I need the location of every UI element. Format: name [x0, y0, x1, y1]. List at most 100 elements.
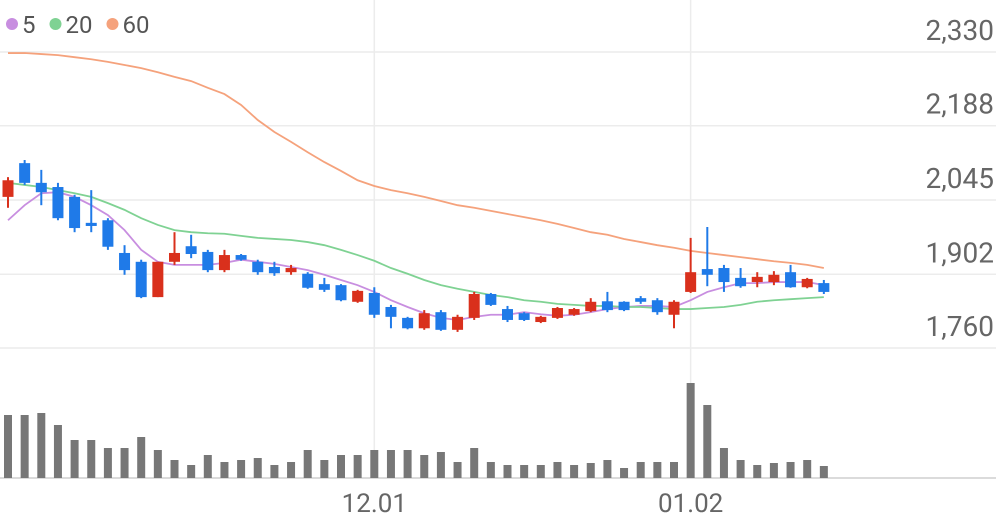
- volume-bar: [120, 448, 129, 478]
- volume-bar: [370, 450, 379, 478]
- volume-bar: [53, 425, 62, 478]
- volume-bar: [70, 440, 79, 478]
- candle-body: [119, 252, 131, 271]
- volume-bar: [536, 465, 545, 478]
- volume-bar: [620, 468, 629, 478]
- volume-bar: [137, 437, 146, 478]
- volume-bar: [470, 448, 479, 478]
- volume-bar: [287, 462, 296, 478]
- ma-line: [8, 52, 825, 269]
- volume-bar: [87, 440, 96, 478]
- candle-body: [235, 255, 247, 260]
- volume-bar: [220, 462, 229, 478]
- legend-marker: [49, 18, 62, 30]
- candle-body: [618, 301, 630, 311]
- volume-bar: [603, 460, 612, 478]
- candle-body: [818, 283, 830, 292]
- volume-bar: [803, 460, 812, 478]
- candle-body: [402, 317, 414, 329]
- candle-body: [335, 285, 347, 301]
- y-tick-label: 2,188: [926, 88, 994, 121]
- candle-body: [435, 312, 447, 330]
- candle-body: [69, 196, 81, 229]
- candle-body: [785, 272, 797, 288]
- candle-body: [268, 266, 280, 274]
- candle-body: [685, 272, 697, 292]
- legend-marker: [106, 18, 119, 30]
- volume-bar: [520, 465, 529, 478]
- candle-body: [535, 316, 547, 323]
- volume-bar: [353, 455, 362, 478]
- candle-body: [418, 313, 430, 329]
- volume-bar: [819, 466, 828, 478]
- legend-label: 60: [122, 11, 149, 39]
- candle-body: [518, 313, 530, 320]
- volume-bar: [403, 450, 412, 478]
- candle-body: [218, 255, 230, 271]
- candle-body: [585, 301, 597, 312]
- candle-body: [185, 246, 197, 255]
- candle-body: [302, 273, 314, 288]
- candle-body: [751, 276, 763, 283]
- volume-bar: [686, 383, 695, 478]
- volume-bar: [153, 450, 162, 478]
- legend-label: 5: [22, 11, 36, 39]
- volume-bar: [503, 465, 512, 478]
- candle-body: [2, 180, 14, 197]
- x-tick-label: 12.01: [342, 489, 407, 519]
- candle-body: [85, 222, 97, 226]
- volume-bar: [570, 465, 579, 478]
- legend-label: 20: [66, 11, 93, 39]
- candle-body: [718, 268, 730, 283]
- volume-bar: [636, 462, 645, 478]
- volume-bar: [270, 465, 279, 478]
- volume-bar: [386, 450, 395, 478]
- volume-bar: [586, 463, 595, 478]
- ma-line: [7, 191, 825, 321]
- volume-bar: [20, 415, 29, 478]
- candle-body: [651, 300, 663, 313]
- candle-body: [502, 309, 513, 320]
- ma-line: [7, 181, 824, 310]
- candle-body: [368, 292, 380, 315]
- volume-bar: [753, 465, 762, 478]
- candle-body: [701, 269, 713, 275]
- candle-body: [601, 301, 613, 311]
- volume-bar: [719, 448, 728, 478]
- volume-bar: [203, 455, 212, 478]
- candle-body: [52, 187, 64, 219]
- candle-body: [152, 261, 164, 298]
- candle-body: [102, 220, 114, 247]
- volume-bar: [4, 415, 12, 478]
- candle-body: [318, 284, 330, 290]
- volume-bar: [337, 455, 345, 478]
- volume-bar: [37, 413, 46, 478]
- volume-bar: [553, 462, 562, 478]
- candle-body: [202, 251, 214, 271]
- volume-bar: [786, 462, 795, 478]
- volume-bar: [237, 460, 246, 478]
- candle-body: [452, 316, 464, 330]
- volume-bar: [703, 405, 712, 478]
- y-tick-label: 2,045: [926, 162, 994, 195]
- candle-body: [252, 261, 264, 273]
- candle-body: [768, 274, 780, 283]
- candle-body: [468, 293, 480, 318]
- y-tick-label: 1,902: [926, 236, 994, 269]
- volume-bar: [303, 450, 312, 478]
- volume-bar: [187, 465, 196, 478]
- candle-body: [735, 277, 747, 287]
- volume-bar: [170, 460, 179, 478]
- volume-bar: [769, 463, 778, 478]
- volume-bar: [653, 462, 662, 478]
- candle-body: [135, 261, 147, 298]
- volume-bar: [436, 452, 445, 478]
- legend-marker: [6, 18, 18, 30]
- candle-body: [568, 309, 580, 315]
- candle-body: [385, 306, 397, 317]
- x-tick-label: 01.02: [658, 489, 723, 519]
- candle-body: [551, 308, 563, 318]
- candle-body: [19, 163, 31, 183]
